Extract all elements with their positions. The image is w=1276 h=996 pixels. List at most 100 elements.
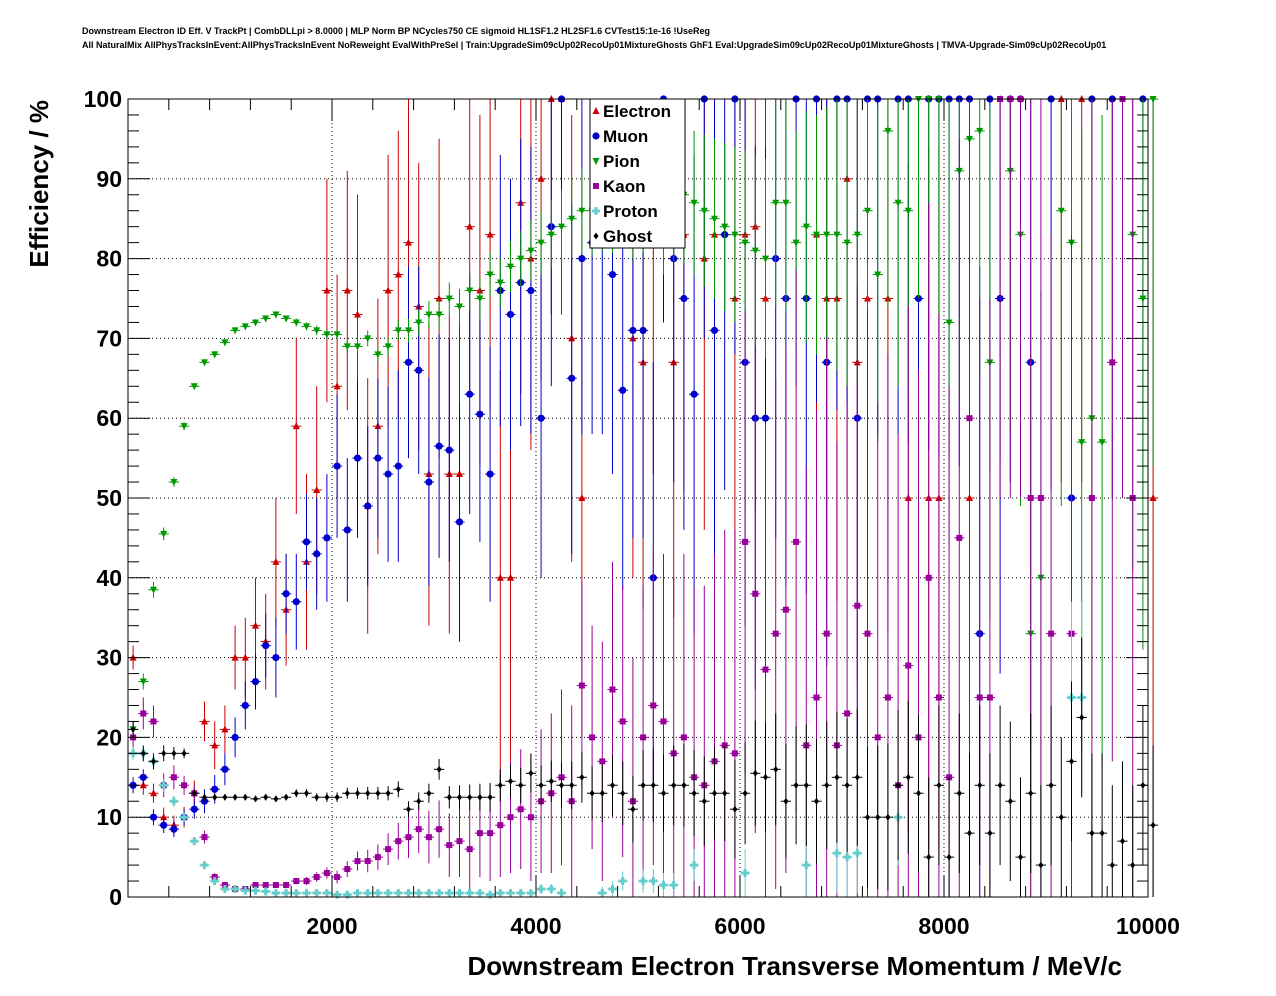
marker-kaon <box>446 842 453 849</box>
marker-proton <box>486 890 495 899</box>
point-pion <box>831 99 842 371</box>
point-kaon <box>301 877 312 886</box>
point-ghost <box>332 792 343 803</box>
marker-proton <box>251 886 260 895</box>
marker-kaon <box>293 878 300 885</box>
marker-pion <box>762 255 769 263</box>
marker-ghost <box>589 789 595 797</box>
marker-electron <box>150 789 157 797</box>
legend-entry-proton: Proton <box>592 202 658 221</box>
point-proton <box>423 889 434 898</box>
point-proton <box>495 889 506 898</box>
marker-electron <box>435 294 443 302</box>
point-ghost <box>372 786 383 800</box>
marker-ghost <box>1130 861 1136 869</box>
marker-proton <box>853 849 862 858</box>
marker-pion <box>537 239 545 247</box>
point-ghost <box>913 715 924 872</box>
point-pion <box>821 106 832 363</box>
point-ghost <box>199 793 210 802</box>
marker-ghost <box>202 793 207 801</box>
point-pion <box>740 150 751 335</box>
point-kaon <box>719 529 730 897</box>
marker-electron <box>578 494 586 501</box>
marker-pion <box>139 678 147 686</box>
marker-kaon <box>354 858 361 865</box>
point-muon <box>403 266 414 459</box>
point-ghost <box>281 793 292 801</box>
point-ghost <box>1056 737 1067 897</box>
point-muon <box>158 817 169 834</box>
marker-proton <box>343 890 352 899</box>
point-kaon <box>709 553 720 897</box>
point-pion <box>515 230 526 287</box>
point-muon <box>444 338 455 562</box>
marker-muon <box>190 805 198 813</box>
point-ghost <box>1076 637 1087 798</box>
marker-proton <box>333 890 342 899</box>
point-pion <box>230 327 241 335</box>
point-proton <box>219 885 230 894</box>
point-kaon <box>413 805 424 854</box>
point-pion <box>474 277 485 320</box>
point-electron <box>230 625 241 690</box>
point-kaon <box>372 844 383 870</box>
point-ghost <box>485 782 496 812</box>
point-ghost <box>1086 753 1097 897</box>
point-pion <box>434 300 445 329</box>
point-ghost <box>536 765 547 806</box>
point-kaon <box>699 585 710 897</box>
point-pion <box>933 96 944 315</box>
point-proton <box>505 889 516 898</box>
point-proton <box>199 861 210 870</box>
point-ghost <box>362 786 373 800</box>
point-proton <box>515 889 526 898</box>
point-kaon <box>434 800 445 858</box>
marker-ghost <box>457 793 462 801</box>
marker-pion <box>374 351 382 359</box>
point-pion <box>148 581 159 598</box>
point-ghost <box>678 743 689 827</box>
marker-kaon <box>599 758 606 765</box>
point-muon <box>362 426 373 586</box>
marker-ghost <box>997 781 1003 789</box>
point-kaon <box>291 877 302 885</box>
legend-entry-ghost: Ghost <box>593 227 652 246</box>
marker-proton <box>220 885 229 894</box>
marker-electron <box>211 741 219 749</box>
marker-pion <box>547 231 555 239</box>
marker-proton <box>832 849 841 858</box>
point-ghost <box>984 753 995 897</box>
marker-ghost <box>650 781 656 789</box>
marker-proton <box>802 861 811 870</box>
point-proton <box>372 889 383 898</box>
marker-pion <box>884 127 892 135</box>
point-proton <box>434 889 445 898</box>
point-kaon <box>454 805 465 878</box>
y-axis-label: Efficiency / % <box>24 100 54 268</box>
marker-ghost <box>283 793 289 801</box>
point-ghost <box>474 783 485 811</box>
marker-pion <box>190 383 198 391</box>
point-ghost <box>923 777 934 897</box>
grid-lines <box>128 99 1148 897</box>
marker-kaon <box>517 806 524 813</box>
marker-kaon <box>303 878 310 885</box>
point-pion <box>913 96 924 299</box>
marker-kaon <box>823 630 830 637</box>
marker-pion <box>517 255 525 263</box>
point-pion <box>291 318 302 327</box>
point-ghost <box>668 745 679 826</box>
point-proton <box>291 889 302 898</box>
marker-pion <box>945 319 953 327</box>
marker-pion <box>180 423 188 431</box>
marker-ghost <box>1079 713 1085 721</box>
point-kaon <box>444 813 455 878</box>
marker-electron <box>466 222 474 230</box>
marker-proton <box>496 889 505 898</box>
marker-ghost <box>742 789 748 797</box>
marker-proton <box>312 889 321 898</box>
marker-pion <box>853 231 861 239</box>
marker-kaon <box>589 734 596 741</box>
point-proton <box>311 889 322 898</box>
